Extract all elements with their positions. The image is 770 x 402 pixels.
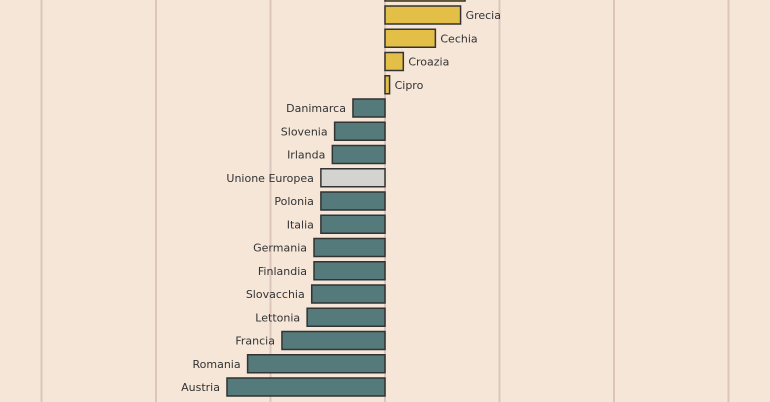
bar [310,284,386,304]
bar [226,377,386,397]
bar [281,330,386,351]
category-label: Croazia [408,56,449,69]
bar [306,307,386,327]
category-label: Lettonia [255,311,300,324]
bar [384,28,437,48]
category-labels: Grecia Cechia Croazia Cipro Danimarca Sloveni… [181,9,501,394]
category-label: Austria [181,381,220,394]
bar-cropped [384,0,466,2]
bar [313,237,386,258]
bar [313,261,386,281]
bar [331,144,386,165]
bar [384,5,462,25]
bar [320,168,386,188]
bars [226,0,466,397]
category-label: Cechia [440,32,477,45]
category-label: Italia [287,218,314,231]
bar [352,98,386,118]
category-label: Polonia [274,195,314,208]
bar [320,191,386,211]
category-label: Cipro [395,79,424,92]
category-label: Romania [192,358,240,371]
category-label: Danimarca [286,102,346,115]
bar [246,354,386,374]
category-label: Finlandia [258,265,307,278]
category-label: Grecia [466,9,501,22]
bar [384,75,391,95]
category-label: Germania [253,242,307,255]
bar [333,121,386,141]
bar [384,51,405,72]
bar [320,214,386,234]
category-label: Francia [235,335,275,348]
category-label: Slovacchia [246,288,305,301]
category-label: Irlanda [287,149,325,162]
category-label: Unione Europea [226,172,313,185]
category-label: Slovenia [281,125,328,138]
